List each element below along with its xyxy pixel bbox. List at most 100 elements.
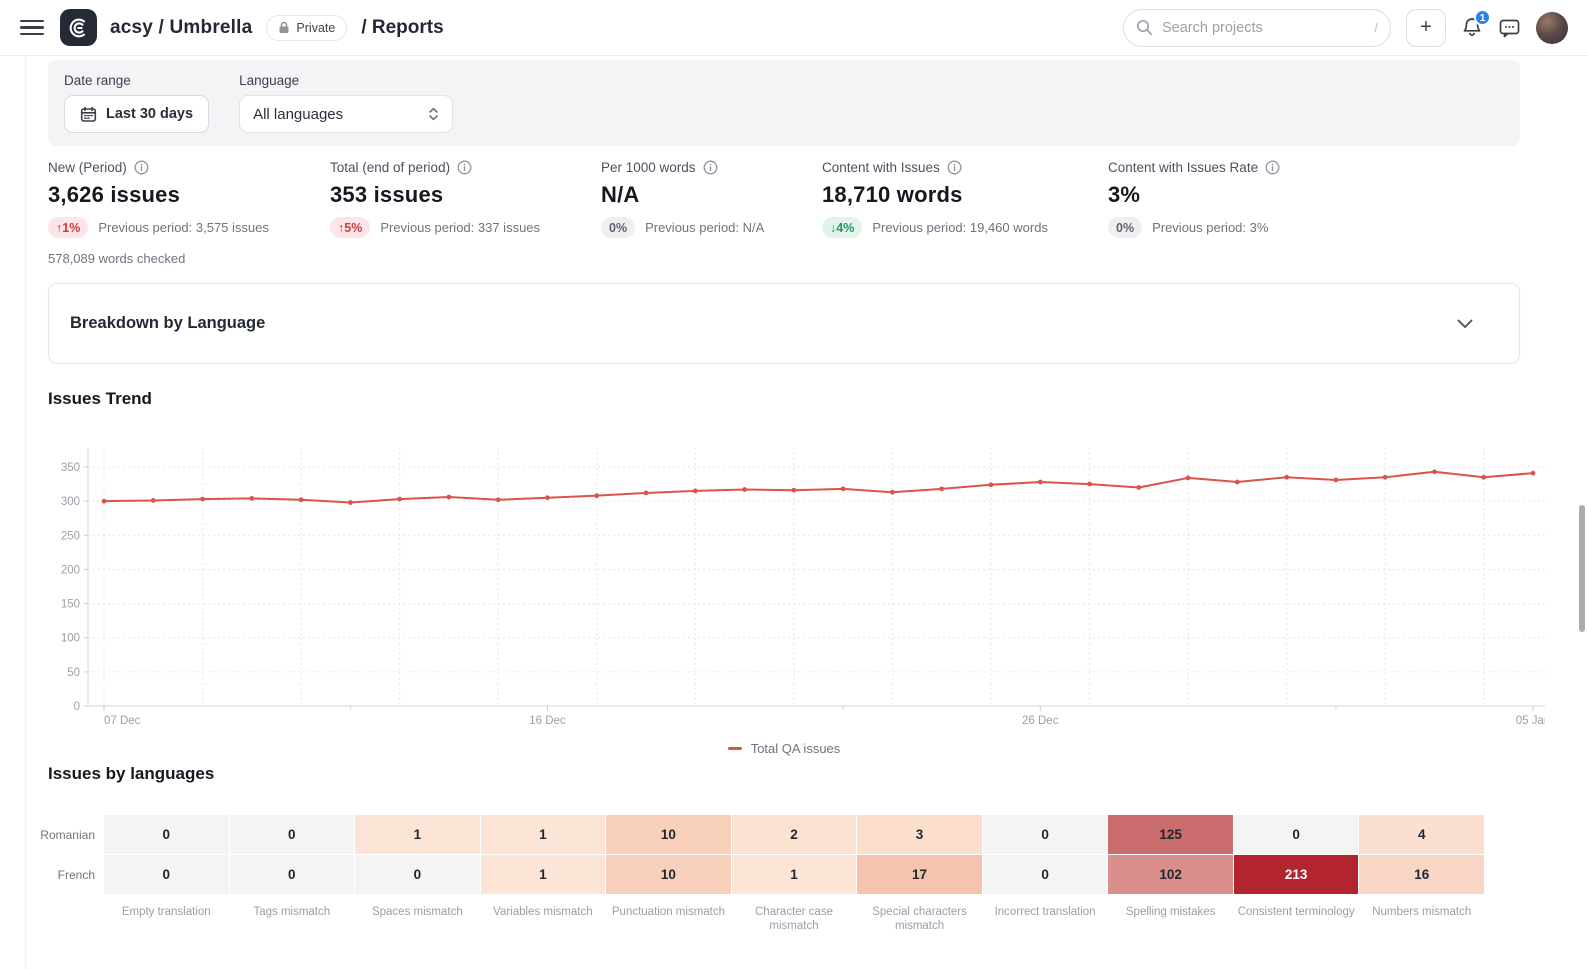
stat-label: Content with Issues <box>822 160 940 175</box>
chevron-down-icon <box>1457 319 1473 328</box>
page-scrollbar-thumb[interactable] <box>1579 505 1585 632</box>
top-navigation-bar: acsy / Umbrella Private / Reports / + 1 <box>0 0 1588 56</box>
svg-text:200: 200 <box>61 564 80 576</box>
heatmap-cell[interactable]: 0 <box>355 855 480 894</box>
heatmap-column-label: Special characters mismatch <box>857 895 982 934</box>
legend-line-marker <box>727 747 742 750</box>
stat-previous: Previous period: 3,575 issues <box>98 220 269 235</box>
heatmap-cell[interactable]: 10 <box>606 815 731 854</box>
calendar-icon <box>80 106 97 122</box>
language-row-label: French <box>48 855 103 894</box>
breakdown-by-language-card[interactable]: Breakdown by Language <box>48 283 1520 364</box>
heatmap-corner-spacer <box>48 895 103 934</box>
user-avatar[interactable] <box>1536 11 1568 44</box>
info-icon[interactable] <box>457 160 472 175</box>
heatmap-cell[interactable]: 0 <box>1233 815 1359 854</box>
stat-value: 3% <box>1108 182 1141 207</box>
stat-value: 353 issues <box>330 182 444 207</box>
heatmap-cell[interactable]: 0 <box>229 855 355 894</box>
info-icon[interactable] <box>1265 160 1280 175</box>
heatmap-cell[interactable]: 17 <box>857 855 982 894</box>
stat-per-1000-words: Per 1000 words N/A 0% Previous period: N… <box>601 160 822 266</box>
issues-by-languages-heatmap: Romanian 0 0 1 1 10 2 3 0 125 0 4 French 0 0 0 1 10 1 17 0 10… <box>40 815 1484 934</box>
stat-total-end-period: Total (end of period) 353 issues ↑5% Pre… <box>330 160 601 266</box>
svg-text:05 Jan: 05 Jan <box>1516 715 1545 727</box>
stat-delta-badge: ↑5% <box>330 217 371 238</box>
heatmap-cell[interactable]: 0 <box>229 815 355 854</box>
svg-text:26 Dec: 26 Dec <box>1022 715 1059 727</box>
kpi-stats-row: New (Period) 3,626 issues ↑1% Previous p… <box>48 160 1520 266</box>
info-icon[interactable] <box>134 160 149 175</box>
heatmap-cell[interactable]: 4 <box>1359 815 1484 854</box>
breakdown-title: Breakdown by Language <box>70 314 266 332</box>
language-select[interactable]: All languages <box>239 95 454 133</box>
privacy-badge-label: Private <box>296 20 336 35</box>
heatmap-column-label: Numbers mismatch <box>1359 895 1484 934</box>
app-logo[interactable] <box>60 9 97 46</box>
heatmap-column-label: Empty translation <box>104 895 229 934</box>
heatmap-cell[interactable]: 1 <box>480 815 606 854</box>
lock-icon <box>279 21 289 33</box>
chart-legend[interactable]: Total QA issues <box>48 741 1520 756</box>
notifications-button[interactable]: 1 <box>1461 9 1491 39</box>
stat-label: New (Period) <box>48 160 127 175</box>
messages-button[interactable] <box>1498 17 1521 39</box>
words-checked-footnote: 578,089 words checked <box>48 251 186 266</box>
heatmap-cell[interactable]: 1 <box>355 815 480 854</box>
filters-panel: Date range Last 30 days Language All lan… <box>48 60 1520 146</box>
search-shortcut-hint: / <box>1374 20 1378 35</box>
heatmap-column-label: Consistent terminology <box>1233 895 1359 934</box>
breadcrumb-project[interactable]: acsy / Umbrella <box>110 16 253 38</box>
heatmap-cell[interactable]: 0 <box>982 815 1108 854</box>
heatmap-column-label: Incorrect translation <box>982 895 1108 934</box>
info-icon[interactable] <box>703 160 718 175</box>
stat-previous: Previous period: 19,460 words <box>872 220 1048 235</box>
heatmap-cell[interactable]: 125 <box>1108 815 1233 854</box>
stat-delta-badge: 0% <box>601 217 636 238</box>
date-range-value: Last 30 days <box>106 106 194 122</box>
stat-new-period: New (Period) 3,626 issues ↑1% Previous p… <box>48 160 330 266</box>
hamburger-menu-icon[interactable] <box>20 19 44 36</box>
date-range-button[interactable]: Last 30 days <box>64 95 210 133</box>
language-select-value: All languages <box>253 105 344 123</box>
heatmap-cell[interactable]: 1 <box>731 855 857 894</box>
issues-by-languages-heading: Issues by languages <box>48 764 215 783</box>
search-input[interactable] <box>1162 19 1366 36</box>
heatmap-column-label: Tags mismatch <box>229 895 355 934</box>
privacy-badge: Private <box>266 14 348 41</box>
stat-previous: Previous period: 337 issues <box>380 220 541 235</box>
search-icon <box>1136 19 1153 36</box>
logo-swirl-icon <box>69 18 85 37</box>
heatmap-cell[interactable]: 10 <box>606 855 731 894</box>
heatmap-cell[interactable]: 16 <box>1359 855 1484 894</box>
heatmap-cell[interactable]: 1 <box>480 855 606 894</box>
stat-delta-badge: ↑1% <box>48 217 89 238</box>
stat-label: Content with Issues Rate <box>1108 160 1259 175</box>
heatmap-column-label: Spaces mismatch <box>355 895 480 934</box>
heatmap-cell[interactable]: 102 <box>1108 855 1233 894</box>
svg-text:0: 0 <box>74 701 80 713</box>
stat-content-with-issues: Content with Issues 18,710 words ↓4% Pre… <box>822 160 1108 266</box>
heatmap-cell[interactable]: 0 <box>982 855 1108 894</box>
search-projects-box[interactable]: / <box>1123 8 1391 47</box>
language-label: Language <box>239 73 300 88</box>
svg-text:250: 250 <box>61 530 80 542</box>
add-project-button[interactable]: + <box>1406 8 1446 47</box>
heatmap-cell[interactable]: 213 <box>1233 855 1359 894</box>
heatmap-column-label: Character case mismatch <box>731 895 857 934</box>
heatmap-cell[interactable]: 0 <box>104 815 229 854</box>
svg-text:16 Dec: 16 Dec <box>529 715 566 727</box>
heatmap-column-label: Variables mismatch <box>480 895 606 934</box>
content-left-divider <box>25 56 26 969</box>
heatmap-cell[interactable]: 2 <box>731 815 857 854</box>
stat-label: Per 1000 words <box>601 160 696 175</box>
svg-text:100: 100 <box>61 633 80 645</box>
heatmap-cell[interactable]: 0 <box>104 855 229 894</box>
issues-trend-heading: Issues Trend <box>48 389 152 408</box>
stat-previous: Previous period: 3% <box>1152 220 1269 235</box>
info-icon[interactable] <box>947 160 962 175</box>
line-chart-canvas: 0 50 100 150 200 250 300 350 07 Dec 16 Dec 26 Dec 0… <box>61 448 1545 727</box>
heatmap-cell[interactable]: 3 <box>857 815 982 854</box>
heatmap-column-label: Spelling mistakes <box>1108 895 1233 934</box>
select-updown-icon <box>429 107 438 121</box>
